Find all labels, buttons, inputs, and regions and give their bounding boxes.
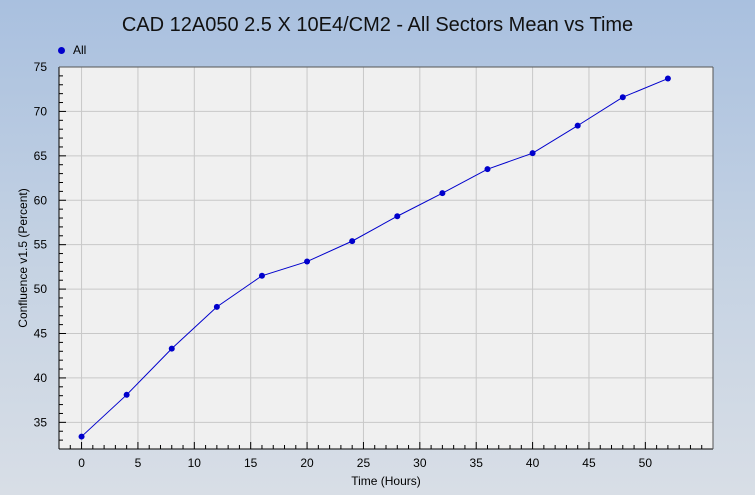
x-tick-label: 20 [300,456,314,470]
x-tick-labels: 0 5 10 15 20 25 30 35 40 45 50 [78,456,652,470]
x-tick-label: 45 [582,456,596,470]
data-point [213,303,220,310]
series-points [78,75,671,440]
y-tick-label: 35 [34,415,48,429]
x-tick-label: 40 [526,456,540,470]
data-point [394,213,401,220]
y-tick-label: 50 [34,282,48,296]
data-point [78,433,85,440]
data-point [304,258,311,265]
data-point [349,238,356,245]
data-point [484,166,491,173]
plot-area-fill [59,67,713,449]
legend: All [58,43,86,57]
chart-title: CAD 12A050 2.5 X 10E4/CM2 - All Sectors … [121,14,634,36]
x-tick-label: 10 [188,456,202,470]
data-point [664,75,671,82]
y-tick-label: 55 [34,238,48,252]
minor-ticks [58,66,714,450]
x-tick-label: 30 [413,456,427,470]
legend-marker [58,46,65,54]
data-point [439,190,446,197]
series-line-all [81,78,669,437]
data-point [619,94,626,101]
y-tick-label: 65 [34,149,48,163]
y-tick-label: 40 [34,371,48,385]
y-tick-label: 70 [34,104,48,118]
data-point [258,272,265,279]
x-tick-label: 25 [357,456,371,470]
y-tick-label: 60 [34,193,48,207]
x-tick-label: 0 [78,456,85,470]
x-tick-label: 15 [244,456,258,470]
x-tick-label: 50 [639,456,653,470]
data-point [529,150,536,157]
y-tick-label: 45 [34,327,48,341]
x-axis-label: Time (Hours) [351,474,421,488]
x-tick-label: 5 [135,456,142,470]
legend-label: All [73,43,87,57]
x-tick-label: 35 [470,456,484,470]
data-point [168,345,175,352]
y-tick-label: 75 [34,60,48,74]
y-tick-labels: 35 40 45 50 55 60 65 70 75 [34,60,48,429]
data-point [574,122,581,129]
y-axis-label: Confluence v1.5 (Percent) [16,188,30,327]
data-point [123,391,130,398]
